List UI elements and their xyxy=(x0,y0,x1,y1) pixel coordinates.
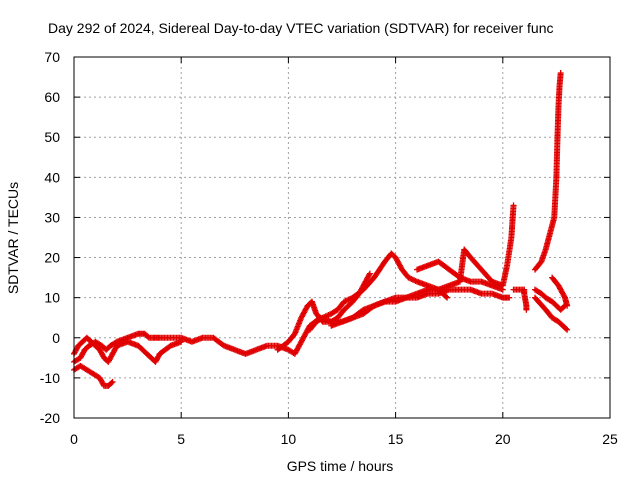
y-tick-label: 10 xyxy=(44,290,60,306)
x-tick-label: 0 xyxy=(70,431,78,447)
grid xyxy=(74,57,610,418)
x-tick-label: 5 xyxy=(177,431,185,447)
y-tick-label: 60 xyxy=(44,89,60,105)
data-point xyxy=(444,294,451,301)
data-point xyxy=(499,286,506,293)
y-tick-label: 50 xyxy=(44,129,60,145)
data-point xyxy=(108,379,115,386)
y-tick-label: 30 xyxy=(44,209,60,225)
x-axis-label: GPS time / hours xyxy=(287,458,394,474)
data-point xyxy=(442,293,449,300)
data-point xyxy=(510,202,517,209)
data-point xyxy=(506,294,513,301)
x-axis-ticks: 0 5 10 15 20 25 xyxy=(70,57,618,447)
data-point xyxy=(109,378,116,385)
y-tick-label: -10 xyxy=(40,370,60,386)
data-point xyxy=(564,302,571,309)
y-tick-label: 20 xyxy=(44,250,60,266)
y-tick-label: 0 xyxy=(52,330,60,346)
data-point xyxy=(366,271,373,278)
data-points xyxy=(71,70,571,389)
x-tick-label: 20 xyxy=(495,431,511,447)
data-point xyxy=(564,326,571,333)
data-point xyxy=(178,338,185,345)
x-tick-label: 25 xyxy=(602,431,618,447)
data-point xyxy=(557,70,564,77)
y-axis-label: SDTVAR / TECUs xyxy=(5,182,21,294)
chart-title: Day 292 of 2024, Sidereal Day-to-day VTE… xyxy=(48,20,554,36)
data-point xyxy=(563,325,570,332)
data-point xyxy=(561,293,568,300)
data-point xyxy=(366,270,373,277)
y-tick-label: 40 xyxy=(44,169,60,185)
data-point xyxy=(523,306,530,313)
plot-frame xyxy=(73,56,611,419)
y-tick-label: -20 xyxy=(40,410,60,426)
x-tick-label: 10 xyxy=(281,431,297,447)
x-tick-label: 15 xyxy=(388,431,404,447)
y-axis-ticks: -20 -10 0 10 20 30 40 50 60 70 xyxy=(40,49,610,426)
y-tick-label: 70 xyxy=(44,49,60,65)
